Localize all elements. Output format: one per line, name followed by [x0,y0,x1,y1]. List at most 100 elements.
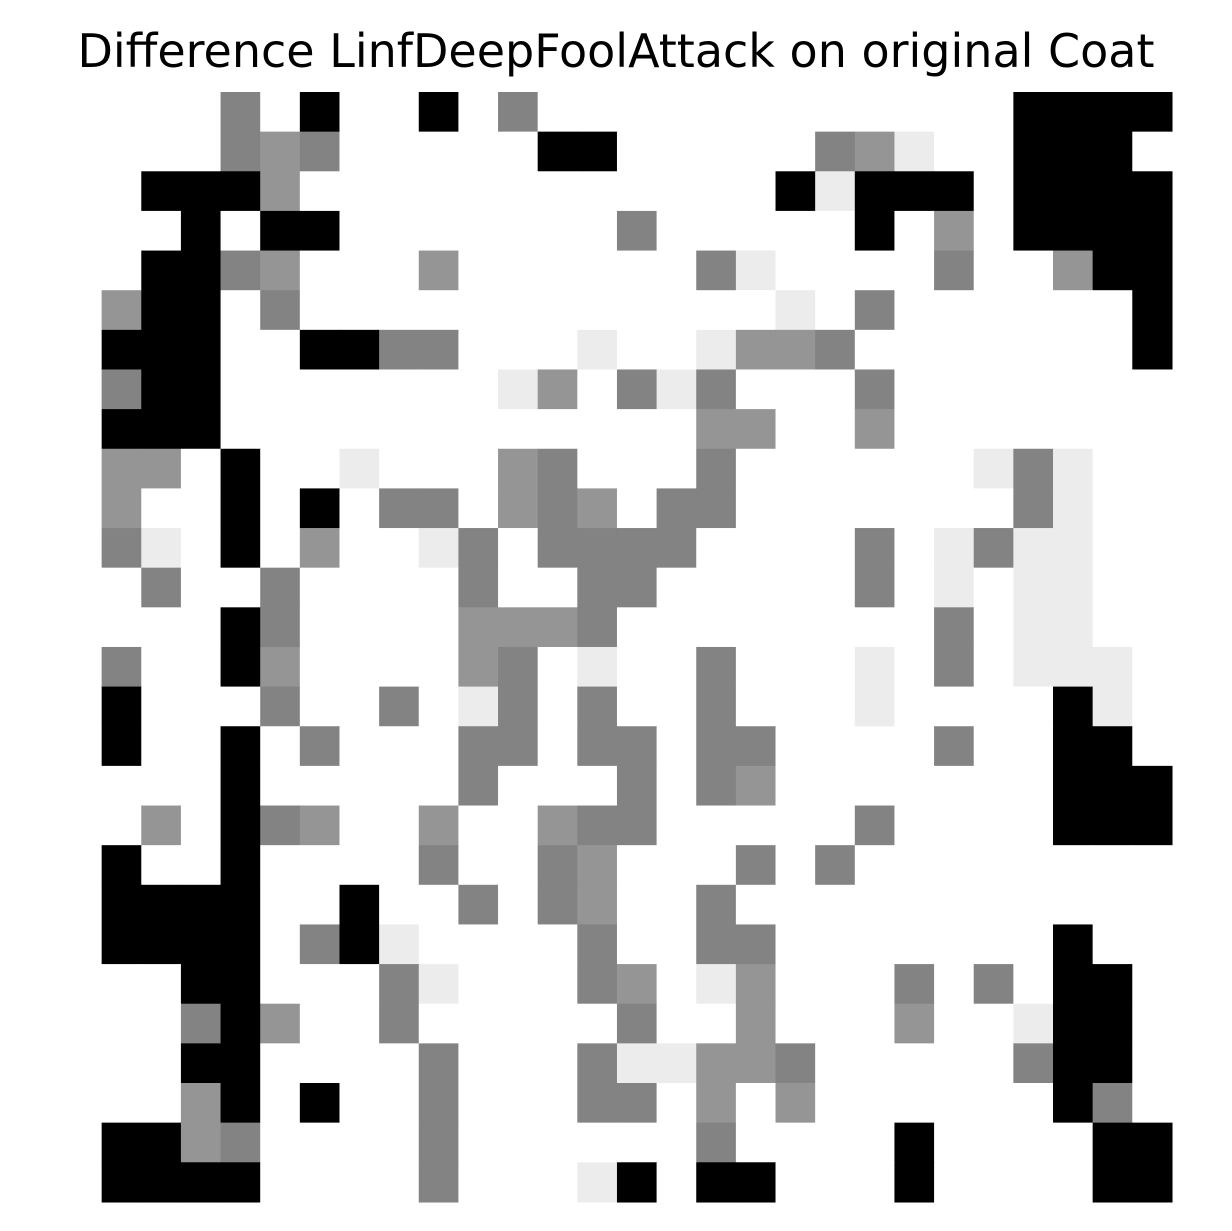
heatmap-cell [934,210,975,252]
heatmap-cell [775,884,816,926]
heatmap-cell [141,171,182,212]
heatmap-cell [1092,210,1133,252]
heatmap-cell [220,686,261,727]
heatmap-cell [260,1083,301,1124]
heatmap-cell [696,329,737,371]
heatmap-cell [894,607,935,648]
heatmap-cell [537,964,578,1005]
heatmap-cell [339,964,380,1005]
heatmap-cell [299,1122,341,1163]
heatmap-cell [894,369,935,410]
heatmap-cell [577,250,618,291]
heatmap-cell [934,250,975,291]
heatmap-cell [498,210,539,252]
heatmap-cell [815,528,856,569]
heatmap-cell [973,964,1014,1005]
heatmap-cell [973,1083,1014,1124]
heatmap-cell [1013,92,1054,133]
heatmap-cell [458,1003,499,1044]
heatmap-cell [418,131,459,172]
heatmap-cell [775,210,816,252]
heatmap-cell [180,607,222,648]
heatmap-cell [1013,765,1054,807]
heatmap-cell [62,884,103,926]
heatmap-cell [299,1003,341,1044]
heatmap-cell [934,805,975,846]
heatmap-cell [696,250,737,291]
heatmap-cell [379,448,420,489]
heatmap-cell [577,1122,618,1163]
heatmap-cell [854,646,896,688]
heatmap-cell [1092,131,1133,172]
heatmap-cell [696,964,737,1005]
heatmap-cell [973,369,1014,410]
heatmap-cell [537,686,578,727]
heatmap-cell [577,488,618,529]
heatmap-cell [616,1043,658,1084]
heatmap-cell [894,1122,935,1163]
heatmap-cell [1013,131,1054,172]
heatmap-cell [815,1043,856,1084]
heatmap-cell [894,210,935,252]
heatmap-cell [101,884,142,926]
heatmap-cell [299,726,341,767]
heatmap-cell [735,845,777,886]
heatmap-cell [379,1162,420,1203]
heatmap-cell [260,765,301,807]
heatmap-cell [458,250,499,291]
heatmap-cell [220,131,261,172]
heatmap-cell [894,290,935,331]
heatmap-cell [775,448,816,489]
heatmap-cell [101,1122,142,1163]
heatmap-cell [934,409,975,450]
heatmap-cell [854,924,896,965]
heatmap-cell [934,448,975,489]
heatmap-cell [418,686,459,727]
heatmap-cell [775,329,816,371]
heatmap-cell [1132,1122,1173,1163]
heatmap-cell [735,765,777,807]
heatmap-cell [1092,964,1133,1005]
heatmap-cell [656,1122,697,1163]
heatmap-cell [299,488,341,529]
heatmap-cell [260,646,301,688]
heatmap-cell [418,1162,459,1203]
heatmap-cell [1092,92,1133,133]
heatmap-cell [577,92,618,133]
heatmap-cell [656,1003,697,1044]
heatmap-cell [894,924,935,965]
heatmap-cell [735,210,777,252]
heatmap-cell [1053,1003,1094,1044]
heatmap-cell [934,1083,975,1124]
heatmap-cell [616,924,658,965]
heatmap-cell [815,290,856,331]
heatmap-cell [537,726,578,767]
heatmap-cell [1132,607,1173,648]
heatmap-cell [696,1122,737,1163]
heatmap-cell [1132,369,1173,410]
heatmap-cell [339,290,380,331]
heatmap-cell [775,1083,816,1124]
heatmap-cell [498,607,539,648]
heatmap-cell [418,210,459,252]
heatmap-cell [696,567,737,608]
heatmap-cell [180,646,222,688]
heatmap-cell [299,884,341,926]
heatmap-cell [656,805,697,846]
heatmap-cell [101,210,142,252]
heatmap-cell [339,171,380,212]
heatmap-cell [418,290,459,331]
heatmap-cell [934,567,975,608]
heatmap-cell [537,290,578,331]
heatmap-cell [1013,805,1054,846]
heatmap-cell [1132,726,1173,767]
heatmap-cell [498,805,539,846]
heatmap-cell [260,884,301,926]
heatmap-cell [973,805,1014,846]
heatmap-cell [735,805,777,846]
heatmap-cell [616,964,658,1005]
heatmap-cell [498,964,539,1005]
heatmap-cell [696,290,737,331]
heatmap-cell [537,646,578,688]
heatmap-cell [1092,488,1133,529]
